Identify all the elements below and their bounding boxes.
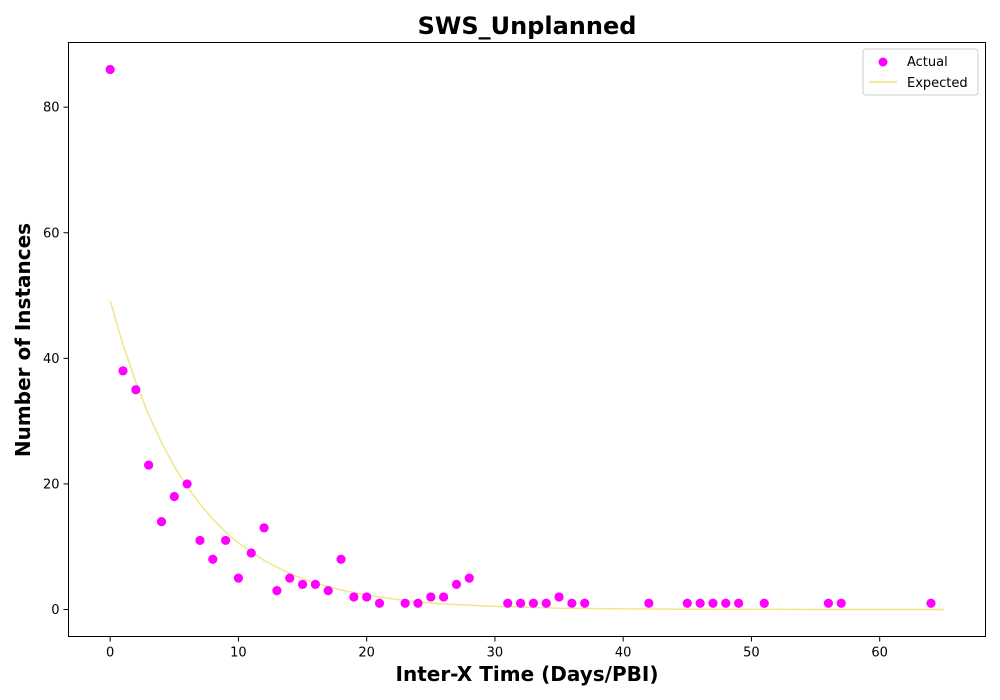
actual-point — [695, 598, 705, 608]
actual-point — [233, 573, 244, 583]
actual-point — [374, 598, 385, 608]
actual-point — [182, 479, 192, 489]
plot-area — [105, 64, 944, 611]
actual-point — [323, 586, 333, 596]
actual-point — [208, 554, 218, 564]
actual-point — [426, 592, 436, 602]
actual-point — [156, 516, 167, 527]
actual-point — [336, 554, 346, 564]
actual-point — [144, 460, 154, 470]
legend: Actual Expected — [862, 48, 979, 96]
actual-point — [644, 598, 654, 608]
x-axis: 0 10 20 30 40 50 60 — [106, 636, 888, 661]
actual-point — [541, 598, 551, 608]
expected-line — [109, 300, 944, 611]
actual-point — [272, 586, 282, 596]
actual-point — [400, 598, 410, 608]
actual-point — [285, 573, 295, 583]
x-axis-label: Inter-X Time (Days/PBI) — [396, 662, 659, 686]
actual-point — [439, 592, 449, 602]
y-tick-label: 80 — [43, 101, 60, 116]
actual-point — [515, 598, 526, 608]
actual-point — [221, 535, 231, 546]
actual-point — [567, 598, 577, 608]
actual-point — [169, 491, 179, 502]
actual-point — [310, 579, 320, 589]
actual-point — [246, 548, 256, 558]
actual-point — [721, 598, 731, 608]
actual-point — [823, 598, 833, 608]
legend-label-actual: Actual — [907, 55, 948, 70]
actual-point — [413, 598, 423, 608]
x-tick-label: 50 — [743, 646, 760, 661]
legend-label-expected: Expected — [907, 76, 968, 91]
y-tick-label: 40 — [43, 352, 60, 367]
y-tick-label: 60 — [43, 226, 60, 241]
actual-point — [451, 579, 462, 589]
actual-point — [195, 535, 205, 546]
legend-marker-actual — [878, 57, 888, 67]
actual-point — [105, 64, 115, 75]
actual-point — [503, 598, 513, 608]
actual-point — [734, 598, 744, 608]
actual-point — [682, 598, 692, 608]
actual-point — [131, 385, 141, 395]
y-tick-label: 20 — [43, 477, 60, 492]
y-tick-label: 0 — [51, 603, 59, 618]
chart-title: SWS_Unplanned — [418, 12, 637, 40]
plot-frame — [68, 42, 986, 637]
actual-point — [926, 598, 936, 608]
actual-point — [528, 598, 539, 608]
actual-point — [118, 366, 128, 376]
x-tick-label: 40 — [615, 646, 632, 661]
x-tick-label: 60 — [871, 646, 888, 661]
actual-point — [362, 592, 372, 602]
x-tick-label: 30 — [487, 646, 504, 661]
actual-point — [464, 573, 474, 583]
actual-point — [297, 579, 308, 589]
x-tick-label: 10 — [230, 646, 247, 661]
y-axis-label: Number of Instances — [11, 223, 35, 457]
actual-point — [580, 598, 590, 608]
actual-point — [836, 598, 846, 608]
actual-point — [759, 598, 769, 608]
x-tick-label: 20 — [358, 646, 375, 661]
x-tick-label: 0 — [106, 646, 114, 661]
y-axis: 0 20 40 60 80 — [43, 101, 69, 618]
actual-point — [554, 592, 564, 602]
actual-point — [708, 598, 718, 608]
actual-point — [349, 592, 359, 602]
legend-box — [862, 48, 979, 96]
actual-point — [259, 523, 269, 533]
